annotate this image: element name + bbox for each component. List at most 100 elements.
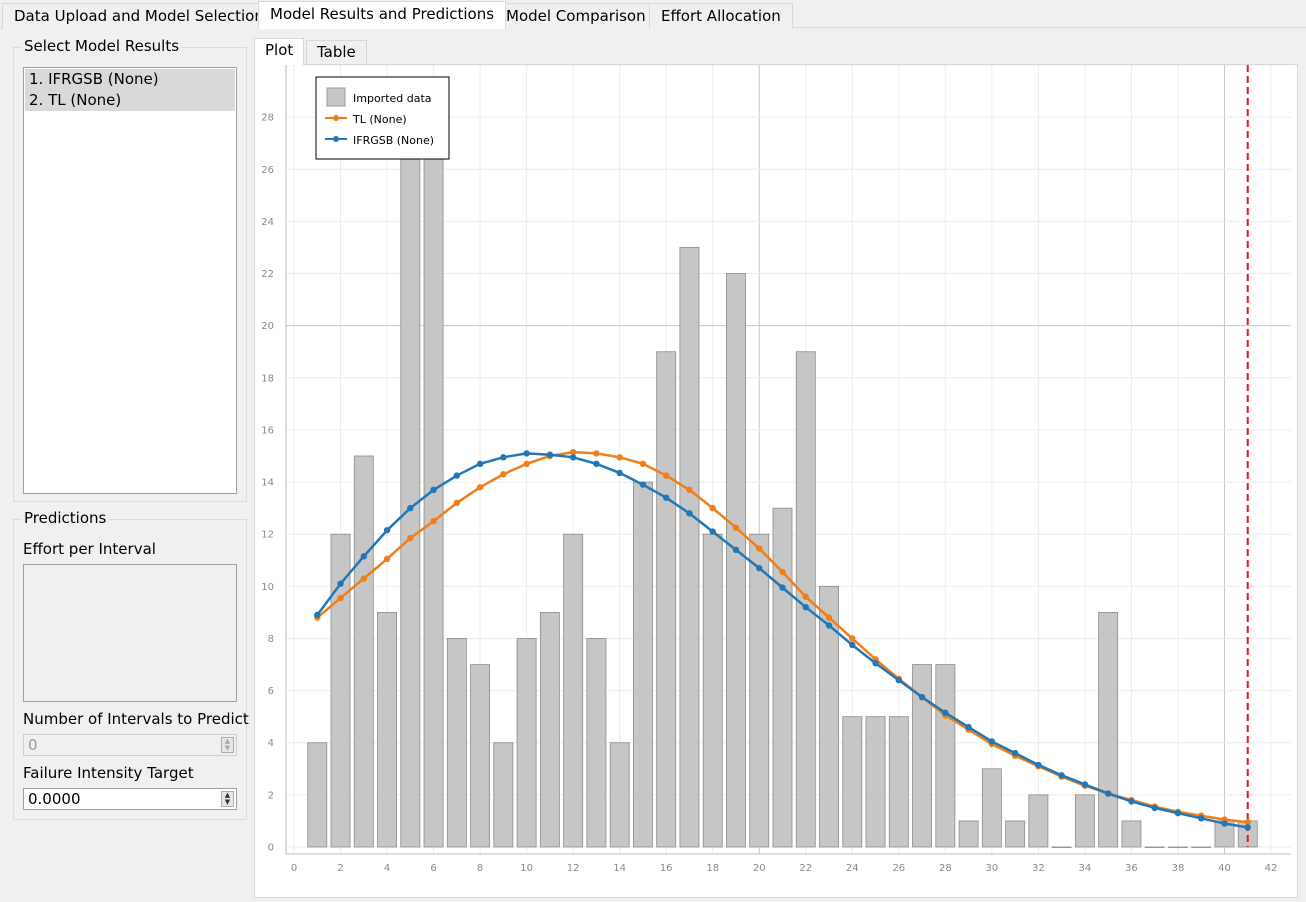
series-point-ifrgsb — [942, 709, 949, 716]
data-bar — [1051, 846, 1072, 848]
spin-up-icon[interactable]: ▲ — [224, 737, 231, 745]
model-list-item-tl[interactable]: 2. TL (None) — [25, 90, 235, 111]
series-point-ifrgsb — [337, 580, 344, 587]
data-bar — [330, 533, 351, 848]
data-bar — [865, 716, 886, 848]
select-model-results-group: Select Model Results — [13, 37, 247, 502]
chart-bars — [307, 142, 1258, 848]
y-tick-label: 6 — [268, 686, 274, 697]
legend-ifrgsb-label: IFRGSB (None) — [353, 134, 434, 147]
series-point-ifrgsb — [779, 584, 786, 591]
x-tick-label: 2 — [337, 863, 343, 874]
series-point-tl — [639, 460, 647, 468]
legend-tl-label: TL (None) — [352, 113, 407, 126]
chart-legend: Imported data TL (None) IFRGSB (None) — [315, 76, 450, 160]
series-point-ifrgsb — [965, 723, 972, 731]
x-tick-label: 20 — [753, 863, 766, 874]
failure-intensity-value: 0.0000 — [28, 790, 81, 808]
select-model-results-title: Select Model Results — [22, 37, 182, 55]
data-bar — [1028, 794, 1049, 848]
data-bar — [842, 716, 863, 848]
data-bar — [1168, 846, 1188, 848]
model-list-item-ifrgsb[interactable]: 1. IFRGSB (None) — [25, 69, 235, 90]
series-point-ifrgsb — [988, 738, 996, 745]
series-point-ifrgsb — [686, 510, 693, 517]
subtab-plot[interactable]: Plot — [254, 38, 305, 65]
data-bar — [1144, 846, 1165, 848]
data-bar — [702, 533, 723, 848]
spin-down-icon[interactable]: ▼ — [224, 744, 231, 752]
data-bar — [586, 638, 607, 848]
legend-bars-label: Imported data — [353, 92, 432, 105]
x-tick-label: 10 — [520, 863, 533, 874]
series-point-ifrgsb — [1244, 824, 1251, 831]
series-point-ifrgsb — [872, 660, 879, 667]
series-point-tl — [569, 448, 577, 456]
data-bar — [307, 742, 328, 848]
series-point-tl — [476, 484, 484, 491]
x-tick-label: 36 — [1125, 863, 1138, 874]
series-point-ifrgsb — [453, 472, 461, 479]
y-tick-label: 14 — [261, 478, 274, 489]
data-bar — [958, 820, 979, 848]
x-tick-label: 4 — [384, 863, 390, 874]
failure-intensity-spinbox[interactable]: 0.0000 ▲ ▼ — [23, 788, 237, 810]
y-tick-label: 2 — [268, 790, 274, 801]
series-point-tl — [407, 534, 414, 542]
series-point-ifrgsb — [802, 603, 809, 611]
chart-lines — [314, 448, 1251, 831]
data-bar — [1005, 820, 1026, 848]
intervals-to-predict-spinbox[interactable]: 0 ▲ ▼ — [23, 734, 237, 756]
tab-model-comparison[interactable]: Model Comparison — [494, 3, 658, 29]
series-point-ifrgsb — [756, 564, 763, 572]
series-point-tl — [779, 568, 786, 576]
intervals-spin-buttons[interactable]: ▲ ▼ — [221, 737, 234, 753]
series-point-tl — [523, 460, 530, 468]
x-tick-label: 28 — [939, 863, 952, 874]
data-bar — [470, 664, 491, 848]
predictions-title: Predictions — [22, 509, 109, 527]
series-point-tl — [593, 450, 600, 457]
data-bar — [516, 638, 537, 848]
series-point-ifrgsb — [918, 693, 926, 701]
series-point-ifrgsb — [1128, 798, 1135, 805]
series-point-tl — [383, 555, 391, 563]
legend-tl-marker — [333, 115, 339, 121]
series-point-tl — [337, 594, 344, 602]
series-point-ifrgsb — [895, 676, 903, 684]
data-bar — [819, 585, 839, 848]
x-tick-label: 14 — [613, 863, 626, 874]
series-point-ifrgsb — [1174, 809, 1182, 817]
series-point-ifrgsb — [1058, 772, 1065, 779]
series-point-tl — [732, 524, 740, 531]
effort-per-interval-box[interactable] — [23, 564, 237, 702]
plot-panel: 0 2 4 6 8 10 12 14 16 18 20 22 24 26 28 30 32 34 36 38 40 42 0… — [254, 64, 1298, 898]
y-tick-label: 28 — [261, 113, 274, 124]
series-point-tl — [825, 614, 833, 621]
series-point-ifrgsb — [1221, 820, 1228, 827]
x-tick-label: 8 — [477, 863, 483, 874]
results-chart[interactable]: 0 2 4 6 8 10 12 14 16 18 20 22 24 26 28 30 32 34 36 38 40 420… — [255, 64, 1297, 897]
series-point-tl — [1244, 819, 1251, 826]
series-point-ifrgsb — [1151, 804, 1158, 812]
intervals-to-predict-value: 0 — [28, 736, 38, 754]
tab-effort-allocation[interactable]: Effort Allocation — [649, 3, 793, 29]
spin-down-icon[interactable]: ▼ — [224, 798, 231, 806]
predictions-group: Predictions — [13, 509, 247, 820]
model-results-list[interactable]: 1. IFRGSB (None) 2. TL (None) — [23, 67, 237, 494]
x-tick-label: 26 — [892, 863, 905, 874]
series-point-ifrgsb — [314, 611, 321, 619]
intensity-spin-buttons[interactable]: ▲ ▼ — [221, 791, 234, 807]
y-tick-label: 16 — [261, 425, 274, 436]
series-point-ifrgsb — [1104, 790, 1112, 797]
series-point-tl — [500, 471, 507, 478]
x-tick-label: 40 — [1218, 863, 1231, 874]
spin-up-icon[interactable]: ▲ — [224, 791, 231, 799]
series-point-ifrgsb — [593, 460, 600, 468]
data-bar — [726, 273, 746, 848]
tab-model-results[interactable]: Model Results and Predictions — [258, 1, 507, 29]
subtab-table[interactable]: Table — [306, 40, 367, 64]
tab-data-upload[interactable]: Data Upload and Model Selection — [2, 3, 276, 29]
x-tick-label: 22 — [799, 863, 812, 874]
legend-bars-swatch — [326, 87, 346, 107]
